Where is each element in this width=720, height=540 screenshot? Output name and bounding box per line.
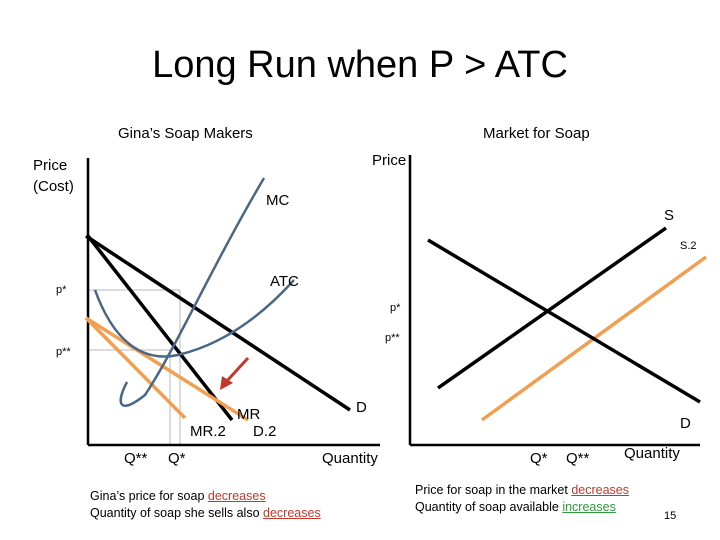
market-price-decreases: decreases [571,483,630,497]
atc-label: ATC [270,273,299,290]
market-supply-label: S [664,207,675,224]
slide-number: 15 [664,510,677,522]
market-demand-label: D [680,415,691,432]
market-supply-2-label: S.2 [680,240,697,252]
firm-note: Gina’s price for soap decreases Quantity… [90,488,321,522]
slide-title: Long Run when P > ATC [152,44,568,86]
atc-curve [93,279,295,358]
market-p-star-label: p* [390,302,401,314]
market-demand-line [427,238,701,404]
market-note-line-1: Price for soap in the market decreases [415,483,630,497]
firm-demand-2-line [85,316,249,422]
mr-2-label: MR.2 [190,423,226,440]
firm-quantity-decreases: decreases [263,506,321,520]
firm-price-decreases: decreases [207,489,266,503]
mc-label: MC [266,192,290,209]
market-x-axis-label: Quantity [624,445,680,462]
shift-arrow-head [220,376,233,390]
firm-y-axis-label: Price [33,157,68,174]
market-quantity-increases: increases [562,500,616,514]
firm-demand-2-label: D.2 [253,423,277,440]
market-q-star-star-label: Q** [566,450,590,467]
q-star-star-label: Q** [124,450,148,467]
firm-mr-2-line [84,316,187,420]
market-note: Price for soap in the market decreases Q… [415,482,629,516]
firm-x-axis-label: Quantity [322,450,378,467]
firm-p-star-star-label: p** [56,346,71,358]
firm-heading: Gina’s Soap Makers [118,125,253,142]
market-supply-line [436,226,668,390]
market-note-line-2: Quantity of soap available increases [415,500,616,514]
market-q-star-label: Q* [530,450,548,467]
mc-curve [119,177,266,407]
market-heading: Market for Soap [483,125,590,142]
shift-arrow [224,356,250,384]
market-p-star-star-label: p** [385,332,400,344]
firm-mr-line [86,234,234,422]
firm-p-star-label: p* [56,284,67,296]
firm-demand-line [85,234,351,412]
firm-y-axis-label-cost: (Cost) [33,178,74,195]
mr-label: MR [237,406,261,423]
q-star-label: Q* [168,450,186,467]
firm-demand-label: D [356,399,367,416]
market-y-axis-label: Price [372,152,407,169]
firm-note-line-1: Gina’s price for soap decreases [90,489,266,503]
firm-note-line-2: Quantity of soap she sells also decrease… [90,506,321,520]
